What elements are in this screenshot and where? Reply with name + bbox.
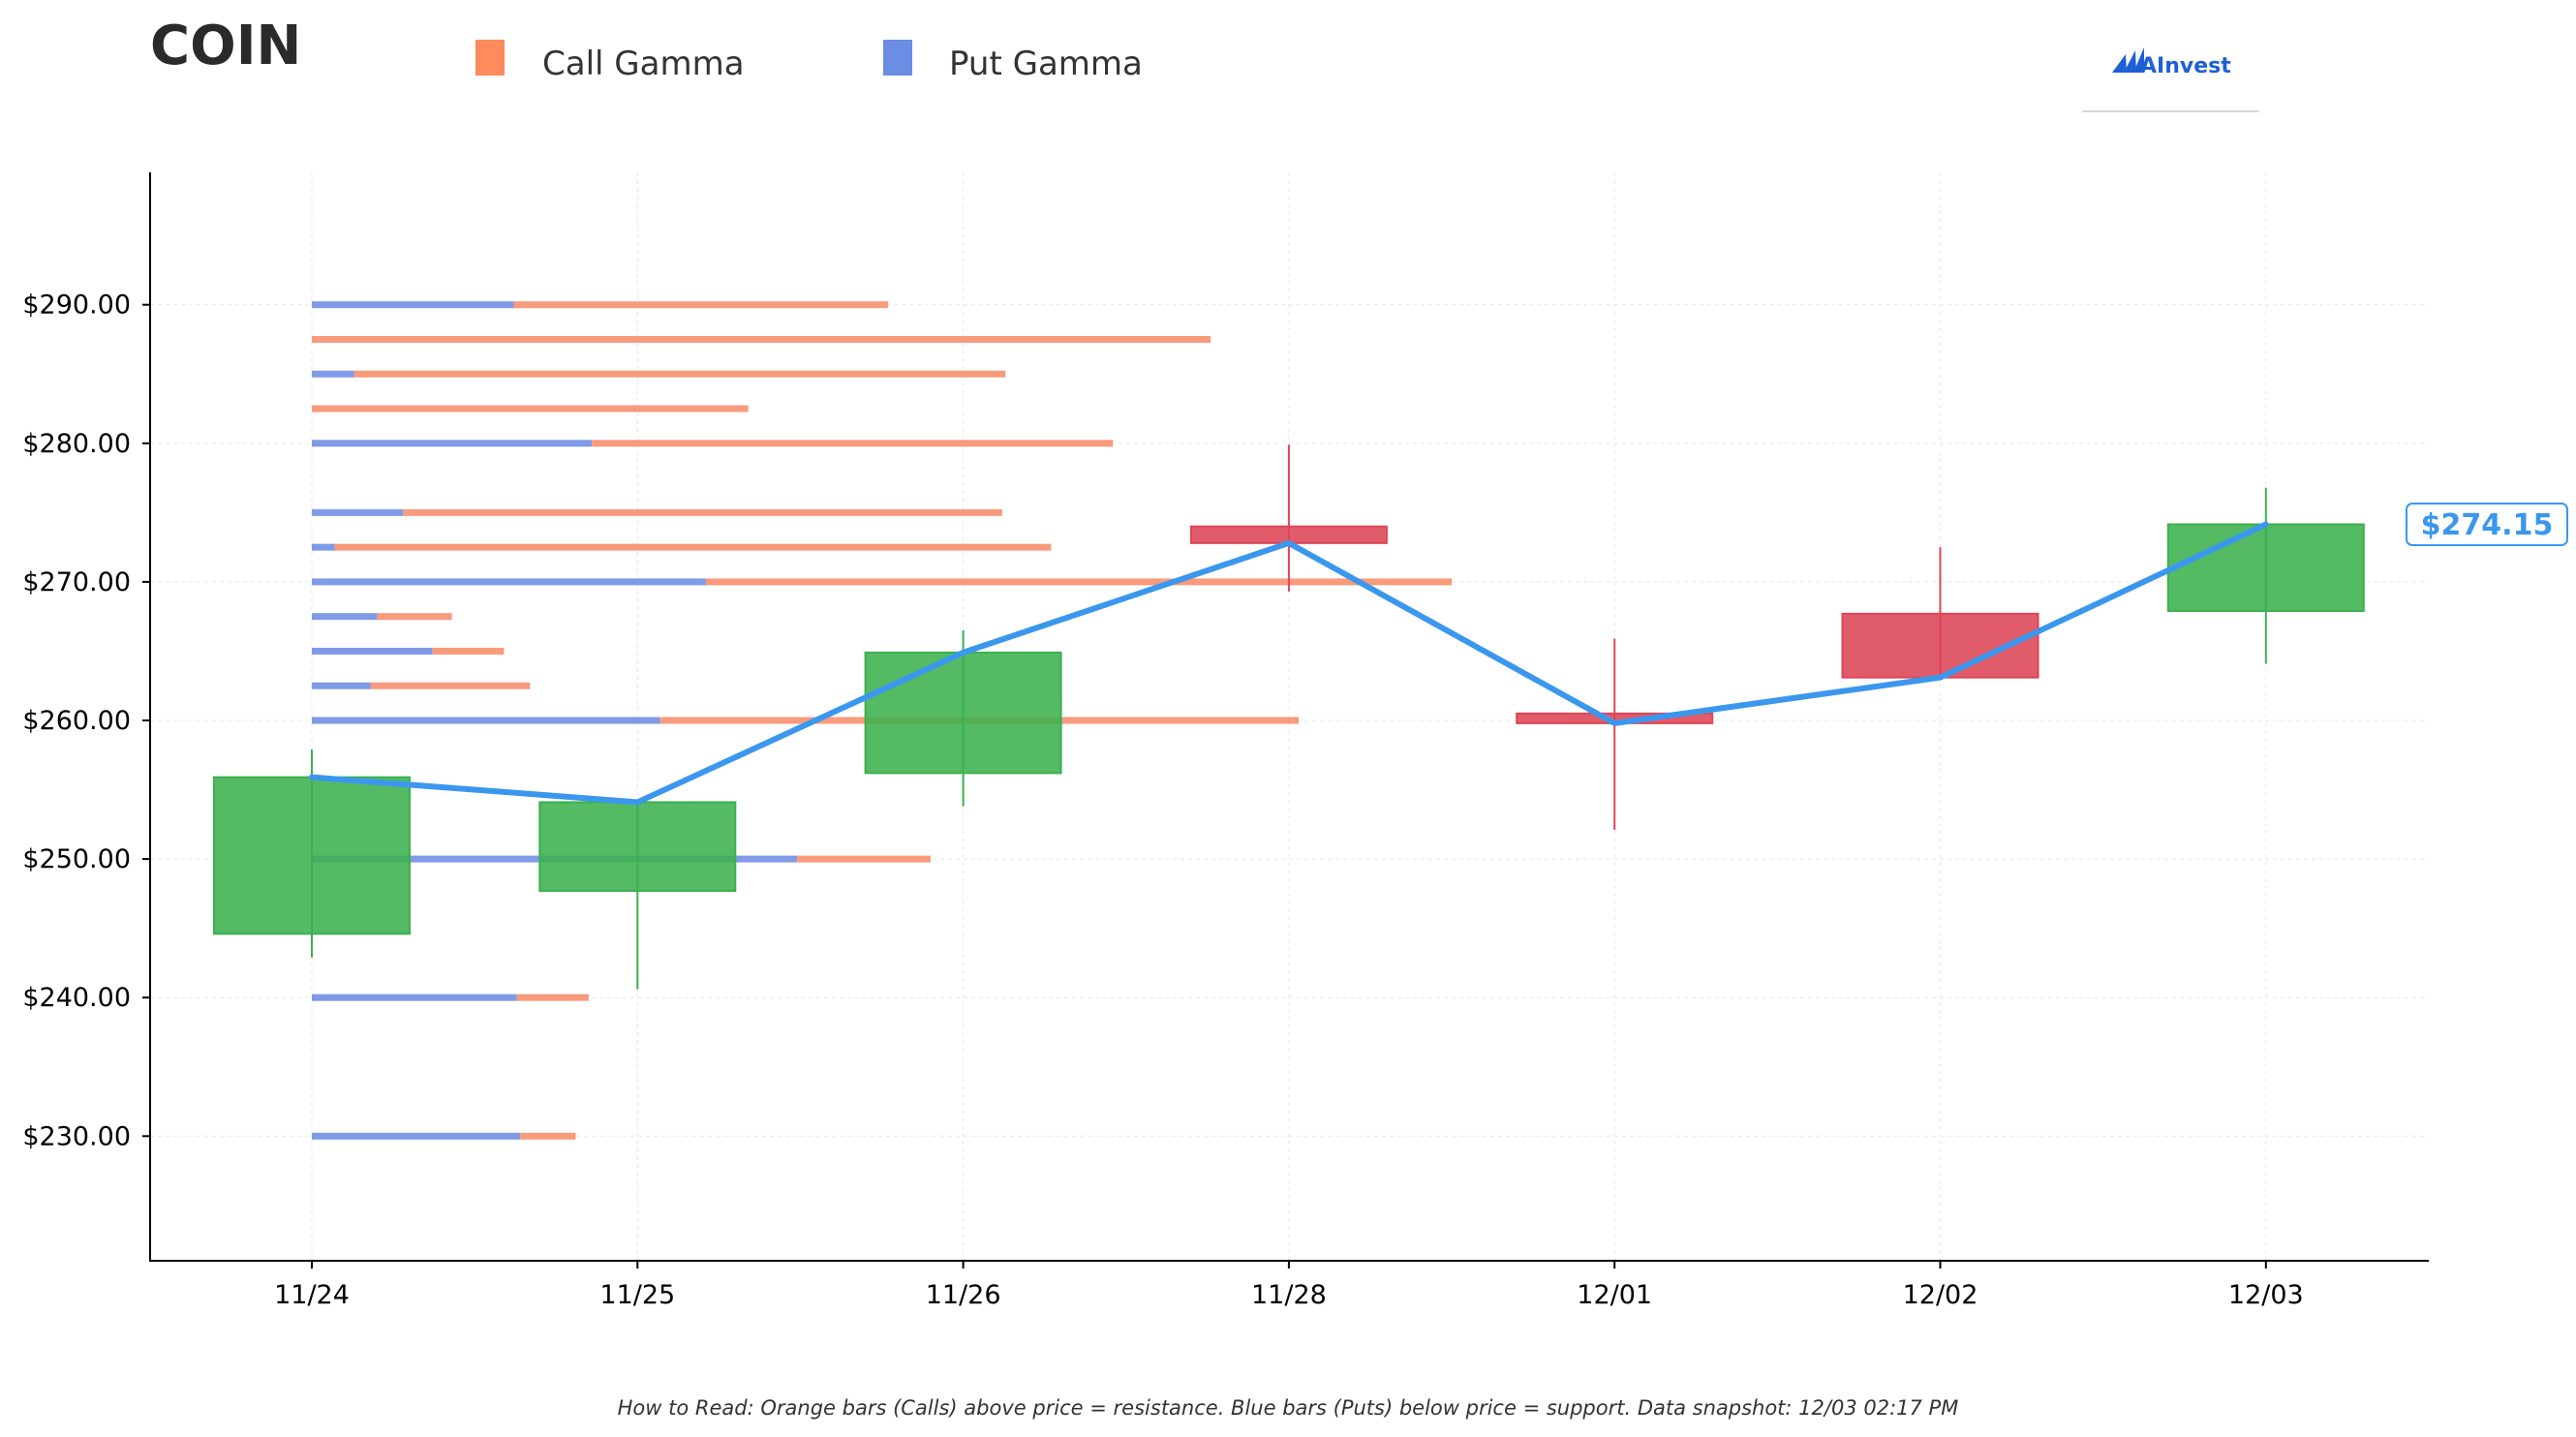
legend: Call Gamma Put Gamma [475,40,1143,83]
axis-ticks: $230.00 $240.00 $250.00 $260.00 $270.00 $280.… [22,290,2303,1310]
candlesticks [213,444,2365,990]
put-gamma-bar [312,370,354,378]
x-tick-label: 12/03 [2228,1280,2304,1310]
candle-body [538,801,737,893]
call-gamma-bar [403,508,1002,516]
put-gamma-bar [312,682,371,689]
put-gamma-bar [312,613,378,621]
candle-body [213,776,411,935]
call-gamma-bar [592,440,1114,447]
y-tick-label: $290.00 [22,290,131,321]
call-gamma-bar [312,335,1211,343]
y-tick-label: $260.00 [22,706,131,736]
x-tick-label: 11/24 [274,1280,350,1310]
legend-label-call: Call Gamma [542,45,745,83]
call-gamma-bar [520,1132,576,1140]
legend-label-put: Put Gamma [949,45,1143,83]
x-tick-label: 11/26 [926,1280,1001,1310]
call-gamma-bar [516,994,589,1001]
brand-name: AInvest [2140,54,2231,78]
last-price-badge-box [2406,503,2568,546]
legend-swatch-put [883,40,912,76]
put-gamma-bar [312,994,517,1001]
put-gamma-bar [312,717,660,724]
x-tick-label: 12/02 [1903,1280,1978,1310]
y-tick-label: $240.00 [22,983,131,1013]
call-gamma-bar [513,301,889,309]
call-gamma-bar [377,613,452,621]
x-tick-label: 11/25 [599,1280,675,1310]
last-price-label: $274.15 [2421,508,2554,542]
y-tick-label: $230.00 [22,1121,131,1151]
put-gamma-bar [312,543,335,551]
footer-note: How to Read: Orange bars (Calls) above p… [618,1396,1959,1420]
put-gamma-bar [312,1132,521,1140]
call-gamma-bar [370,682,531,689]
put-gamma-bar [312,440,593,447]
candle-body [2166,523,2365,612]
chart-title: COIN [150,15,301,77]
price-line-group [309,521,2269,806]
call-gamma-bar [705,578,1453,586]
call-gamma-bar [334,543,1052,551]
put-gamma-bar [312,647,433,655]
brand-logo-icon [2112,47,2144,73]
y-tick-label: $270.00 [22,567,131,597]
last-price-badge: $274.15 [2406,503,2568,546]
call-gamma-bar [353,370,1006,378]
close-price-line [309,521,2269,806]
x-tick-label: 12/01 [1577,1280,1652,1310]
legend-swatch-call [475,40,505,76]
grid-lines [150,172,2429,1261]
put-gamma-bar [312,301,514,309]
put-gamma-bar [312,508,404,516]
call-gamma-bar [432,647,505,655]
y-tick-label: $280.00 [22,429,131,459]
x-tick-label: 11/28 [1251,1280,1327,1310]
candle-body [864,651,1062,775]
brand-logo: AInvest [2082,47,2259,112]
y-tick-label: $250.00 [22,844,131,874]
call-gamma-bar [797,855,931,863]
call-gamma-bar [312,405,749,413]
put-gamma-bar [312,578,706,586]
